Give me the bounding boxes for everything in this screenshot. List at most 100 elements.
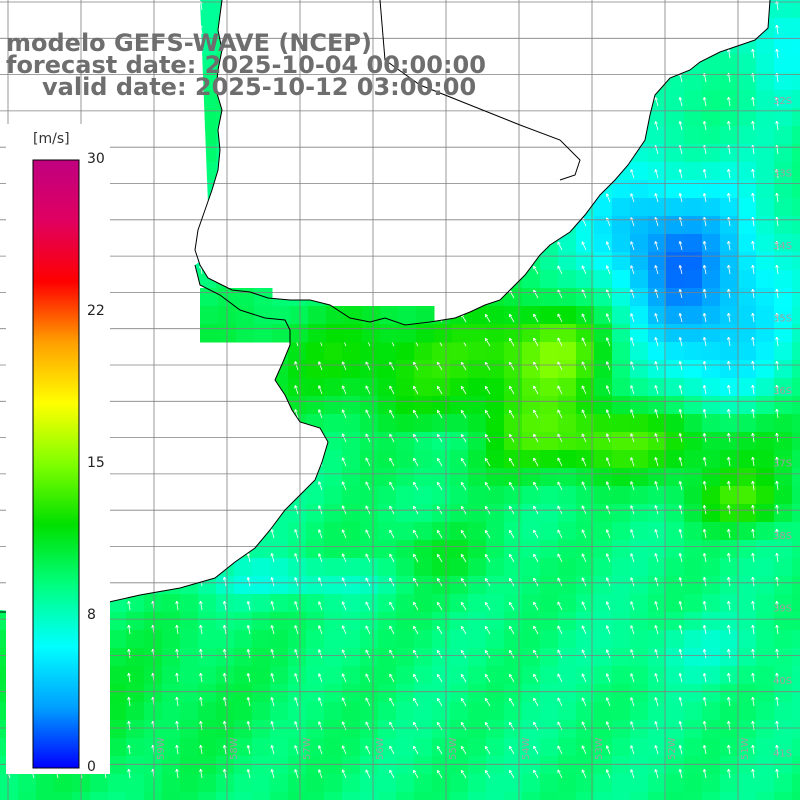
field-cell: [612, 306, 631, 325]
field-cell: [342, 576, 361, 595]
field-cell: [666, 450, 685, 469]
wind-vector: [247, 673, 251, 683]
field-cell: [198, 756, 217, 775]
field-cell: [702, 126, 721, 145]
wind-vector: [655, 649, 659, 659]
wind-vector: [557, 265, 563, 275]
wind-vector-head: [654, 193, 658, 197]
wind-vector: [413, 530, 419, 539]
field-cell: [774, 594, 793, 613]
wind-vector-head: [727, 312, 731, 317]
wind-vector: [727, 625, 731, 635]
field-cell: [576, 774, 595, 793]
wind-vector: [752, 169, 755, 179]
wind-vector-head: [727, 528, 731, 533]
wind-vector-head: [127, 696, 131, 701]
field-cell: [108, 630, 127, 649]
wind-vector-head: [413, 385, 417, 390]
wind-vector-head: [654, 673, 658, 677]
wind-vector-head: [484, 313, 489, 318]
wind-vector: [752, 289, 755, 299]
wind-vector: [655, 385, 659, 395]
field-cell: [594, 270, 613, 289]
wind-vector: [679, 673, 683, 683]
field-cell: [630, 666, 649, 685]
field-cell: [504, 450, 523, 469]
wind-vector: [294, 745, 299, 755]
wind-vector: [630, 625, 635, 635]
lon-label: 53W: [594, 737, 605, 760]
field-cell: [720, 162, 739, 181]
wind-vector-head: [413, 409, 417, 414]
wind-vector: [484, 458, 491, 467]
wind-vector: [679, 313, 683, 323]
wind-vector-head: [702, 744, 707, 749]
field-cell: [360, 486, 379, 505]
wind-vector-head: [222, 576, 227, 581]
wind-vector: [776, 673, 779, 683]
wind-vector-head: [678, 97, 683, 101]
field-cell: [450, 612, 469, 631]
wind-vector: [776, 529, 779, 539]
wind-vector: [655, 553, 659, 563]
wind-vector-head: [702, 384, 707, 389]
wind-vector: [727, 97, 731, 107]
wind-vector-head: [654, 745, 658, 749]
wind-vector-head: [702, 720, 707, 725]
wind-vector: [413, 602, 419, 611]
wind-vector-head: [751, 168, 755, 173]
wind-vector-head: [605, 553, 610, 557]
wind-vector: [413, 362, 419, 371]
wind-vector: [752, 49, 755, 59]
field-cell: [486, 360, 505, 379]
field-cell: [270, 522, 289, 541]
wind-vector-head: [365, 721, 369, 725]
field-cell: [720, 414, 739, 433]
field-cell: [306, 684, 325, 703]
field-cell: [792, 522, 800, 541]
field-cell: [720, 72, 739, 91]
field-cell: [792, 666, 800, 685]
field-cell: [360, 774, 379, 793]
field-cell: [774, 72, 793, 91]
field-cell: [774, 432, 793, 451]
wind-vector-head: [727, 96, 731, 101]
wind-vector-head: [727, 744, 731, 749]
field-cell: [720, 180, 739, 199]
field-cell: [774, 486, 793, 505]
wind-vector-head: [605, 697, 610, 701]
field-cell: [738, 540, 757, 559]
field-cell: [648, 198, 667, 217]
field-cell: [684, 432, 703, 451]
field-cell: [738, 450, 757, 469]
field-cell: [576, 486, 595, 505]
field-cell: [108, 612, 127, 631]
wind-vector: [557, 625, 563, 635]
field-cell: [414, 612, 433, 631]
wind-vector-head: [775, 48, 779, 53]
field-cell: [774, 684, 793, 703]
field-cell: [270, 720, 289, 739]
field-cell: [612, 540, 631, 559]
wind-vector: [128, 745, 131, 755]
field-cell: [342, 558, 361, 577]
field-cell: [558, 612, 577, 631]
field-cell: [180, 720, 199, 739]
wind-vector: [271, 721, 275, 731]
wind-vector: [484, 386, 491, 395]
wind-vector: [533, 769, 539, 779]
wind-vector-head: [654, 601, 658, 605]
wind-vector-head: [678, 241, 683, 245]
wind-vector: [679, 649, 683, 659]
field-cell: [126, 774, 145, 793]
field-cell: [522, 684, 541, 703]
wind-vector-head: [317, 481, 322, 485]
field-cell: [342, 630, 361, 649]
field-cell: [378, 666, 397, 685]
wind-vector: [533, 553, 539, 563]
wind-vector: [509, 626, 515, 635]
field-cell: [648, 414, 667, 433]
wind-vector-head: [460, 409, 465, 414]
field-cell: [432, 522, 451, 541]
field-cell: [612, 486, 631, 505]
